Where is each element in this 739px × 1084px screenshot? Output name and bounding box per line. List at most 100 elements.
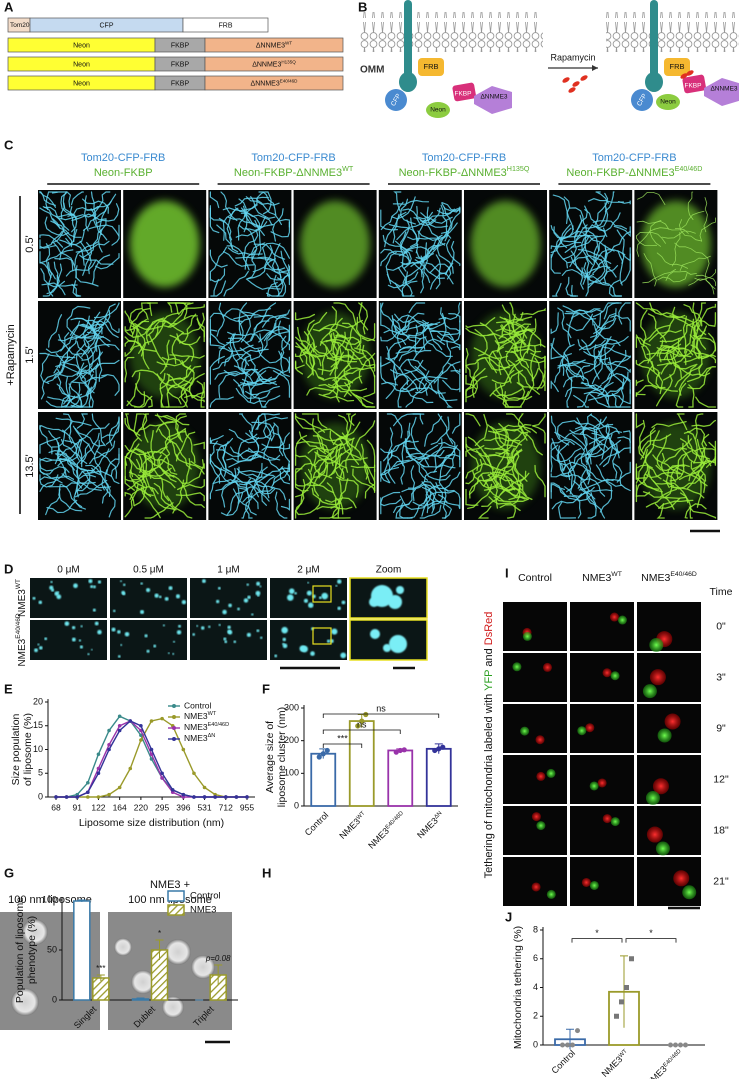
x-tick-label: 164 bbox=[113, 802, 127, 812]
mito bbox=[242, 486, 275, 503]
mito bbox=[85, 464, 105, 491]
mito bbox=[124, 336, 157, 352]
mito bbox=[294, 468, 312, 498]
mito bbox=[192, 381, 205, 399]
mito bbox=[437, 389, 453, 408]
panel-label: B bbox=[358, 0, 367, 14]
liposome bbox=[140, 582, 143, 585]
mito bbox=[93, 302, 120, 319]
mito bbox=[97, 218, 107, 253]
y-axis-label: Population of liposome bbox=[14, 897, 26, 1003]
mito bbox=[684, 503, 707, 519]
mito bbox=[590, 414, 620, 435]
data-point bbox=[560, 1042, 565, 1048]
mito bbox=[40, 371, 59, 400]
mito bbox=[580, 469, 596, 500]
mito bbox=[407, 451, 429, 481]
mito bbox=[279, 218, 290, 228]
mito bbox=[70, 386, 93, 408]
mito bbox=[81, 327, 104, 358]
mito bbox=[39, 475, 75, 481]
mito bbox=[594, 212, 621, 232]
mito bbox=[413, 207, 441, 224]
mito bbox=[180, 377, 193, 408]
mito bbox=[50, 220, 73, 248]
mito bbox=[684, 318, 695, 354]
mito bbox=[361, 344, 376, 378]
mito bbox=[438, 459, 449, 492]
frb bbox=[418, 58, 444, 76]
panel-label: G bbox=[4, 865, 14, 880]
mito bbox=[635, 392, 646, 397]
y-axis-label: Average size of bbox=[264, 721, 276, 793]
mito bbox=[216, 449, 250, 457]
mito bbox=[297, 326, 317, 358]
mito bbox=[563, 352, 584, 382]
mito bbox=[412, 500, 448, 507]
mito bbox=[44, 216, 70, 237]
legend-label: Control bbox=[190, 891, 221, 902]
liposome bbox=[123, 583, 126, 587]
mito bbox=[76, 341, 95, 373]
data-point bbox=[192, 795, 196, 799]
mito bbox=[76, 413, 88, 429]
mito bbox=[583, 345, 604, 374]
green-mito bbox=[589, 781, 599, 791]
zoom-box bbox=[312, 585, 332, 603]
mito bbox=[352, 468, 376, 492]
liposome bbox=[341, 600, 346, 605]
liposome bbox=[164, 597, 169, 601]
mito bbox=[439, 437, 456, 467]
mito bbox=[224, 333, 235, 367]
mito bbox=[420, 212, 453, 224]
mito bbox=[642, 324, 671, 347]
error-bar bbox=[77, 899, 86, 902]
mito bbox=[326, 482, 344, 515]
mito bbox=[618, 302, 631, 325]
mito bbox=[407, 358, 436, 382]
mito bbox=[252, 244, 274, 273]
diffuse-signal bbox=[129, 200, 200, 288]
mito bbox=[393, 318, 422, 340]
superscript: WT bbox=[618, 1048, 629, 1059]
mito bbox=[363, 374, 376, 398]
mito bbox=[654, 227, 689, 234]
mito bbox=[215, 466, 240, 492]
mito bbox=[563, 363, 590, 387]
liposome bbox=[389, 635, 407, 653]
mito bbox=[294, 468, 303, 481]
data-point bbox=[181, 747, 186, 752]
mito bbox=[465, 488, 479, 506]
x-tick-label: NME3WT bbox=[338, 810, 369, 841]
legend-marker bbox=[172, 726, 176, 730]
mito bbox=[676, 365, 711, 377]
liposome bbox=[144, 634, 148, 638]
mito bbox=[496, 316, 533, 324]
mito bbox=[209, 207, 220, 234]
mito bbox=[592, 220, 628, 230]
mito bbox=[257, 349, 283, 364]
mito bbox=[659, 325, 688, 343]
mito bbox=[573, 448, 603, 465]
mito bbox=[690, 349, 717, 364]
mito bbox=[465, 413, 481, 427]
mito bbox=[234, 207, 261, 230]
text-part: NME3 bbox=[582, 572, 611, 584]
mito bbox=[209, 249, 228, 268]
mito bbox=[126, 395, 153, 408]
mito bbox=[184, 428, 196, 464]
x-tick-label: 91 bbox=[72, 802, 82, 812]
mito bbox=[675, 466, 708, 487]
micrograph bbox=[208, 412, 292, 520]
mito bbox=[513, 339, 530, 368]
micrograph bbox=[570, 806, 634, 855]
mito bbox=[418, 438, 443, 464]
domain-label: CFP bbox=[100, 22, 114, 29]
mito bbox=[616, 229, 625, 264]
mito bbox=[235, 348, 269, 362]
mito bbox=[408, 302, 426, 314]
mito bbox=[105, 417, 120, 445]
green-mito bbox=[682, 885, 697, 900]
mito bbox=[687, 430, 698, 464]
mito bbox=[332, 421, 361, 446]
